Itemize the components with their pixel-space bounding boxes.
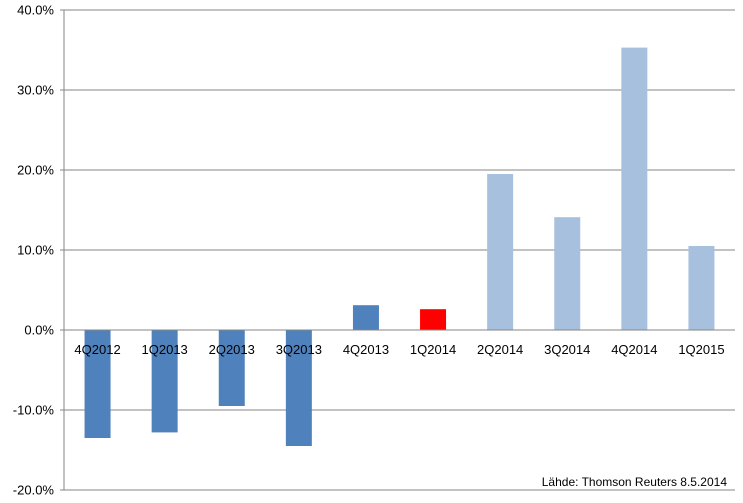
x-tick-label-1Q2014: 1Q2014 bbox=[410, 342, 456, 357]
x-tick-label-4Q2014: 4Q2014 bbox=[611, 342, 657, 357]
bar-1Q2013 bbox=[151, 330, 178, 433]
x-tick-label-1Q2015: 1Q2015 bbox=[678, 342, 724, 357]
y-tick-label: 20.0% bbox=[17, 163, 54, 178]
source-note: Lähde: Thomson Reuters 8.5.2014 bbox=[542, 475, 728, 489]
bar-4Q2014 bbox=[621, 47, 648, 330]
y-tick-label: 0.0% bbox=[24, 323, 54, 338]
bar-1Q2014 bbox=[420, 309, 447, 330]
x-tick-labels: 4Q2012 1Q2013 2Q2013 3Q2013 4Q2013 1Q2014 2Q20… bbox=[74, 342, 724, 357]
bar-1Q2015 bbox=[688, 246, 715, 330]
bar-3Q2014 bbox=[554, 217, 581, 330]
x-tick-label-4Q2012: 4Q2012 bbox=[74, 342, 120, 357]
y-tick-label: 40.0% bbox=[17, 3, 54, 18]
bar-4Q2012 bbox=[84, 330, 111, 438]
bar-4Q2013 bbox=[352, 305, 379, 330]
x-tick-label-2Q2014: 2Q2014 bbox=[477, 342, 523, 357]
bar-2Q2013 bbox=[218, 330, 245, 406]
y-tick-label: -10.0% bbox=[13, 403, 55, 418]
x-tick-label-1Q2013: 1Q2013 bbox=[142, 342, 188, 357]
y-tick-label: 10.0% bbox=[17, 243, 54, 258]
x-tick-label-3Q2013: 3Q2013 bbox=[276, 342, 322, 357]
bars bbox=[84, 47, 715, 446]
x-tick-label-2Q2013: 2Q2013 bbox=[209, 342, 255, 357]
bar-3Q2013 bbox=[285, 330, 312, 446]
y-tick-label: -20.0% bbox=[13, 483, 55, 498]
y-tick-labels: 40.0% 30.0% 20.0% 10.0% 0.0% -10.0% -20.0% bbox=[13, 3, 55, 498]
y-tick-label: 30.0% bbox=[17, 83, 54, 98]
x-tick-label-3Q2014: 3Q2014 bbox=[544, 342, 590, 357]
bar-2Q2014 bbox=[487, 174, 514, 330]
gridlines bbox=[60, 9, 735, 491]
x-tick-label-4Q2013: 4Q2013 bbox=[343, 342, 389, 357]
